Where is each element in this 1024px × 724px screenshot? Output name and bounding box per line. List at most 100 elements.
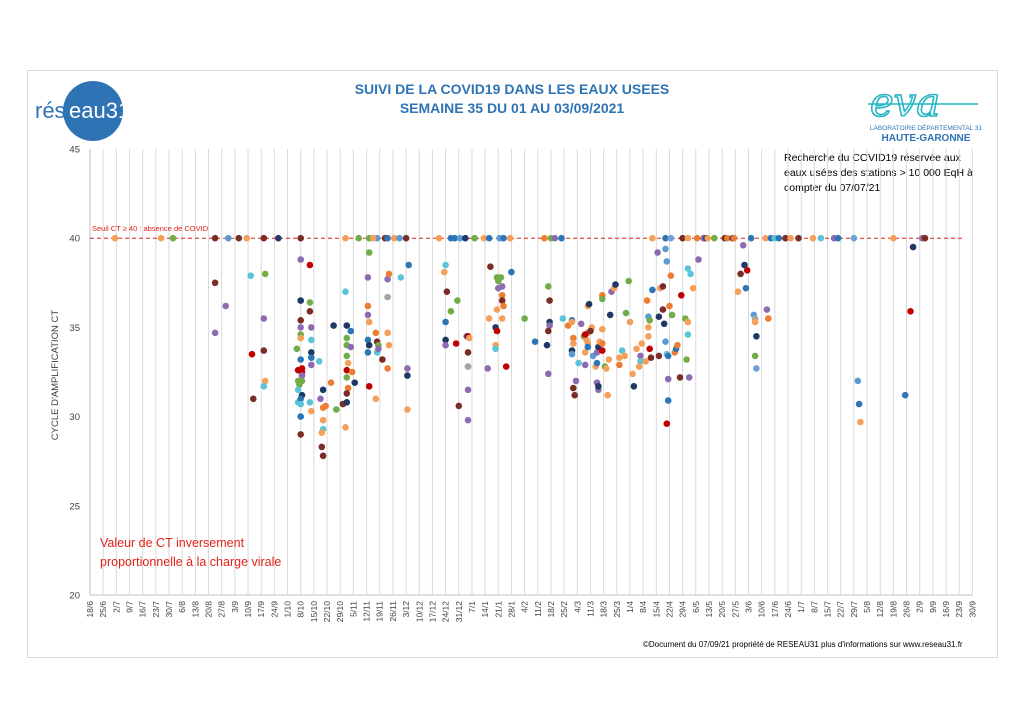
data-point bbox=[297, 234, 305, 242]
stations-note: Recherche du COVID19 réservée aux eaux u… bbox=[784, 152, 973, 194]
data-point bbox=[642, 358, 650, 365]
x-tick-label: 18/3 bbox=[599, 601, 609, 618]
y-tick-label: 35 bbox=[69, 323, 80, 334]
data-point bbox=[493, 327, 501, 335]
data-point bbox=[318, 443, 326, 451]
data-point bbox=[695, 256, 702, 263]
x-tick-label: 25/2 bbox=[559, 601, 569, 618]
data-point bbox=[638, 340, 646, 347]
data-point bbox=[684, 265, 692, 272]
data-point bbox=[364, 336, 372, 344]
data-point bbox=[626, 318, 634, 326]
data-point bbox=[765, 315, 772, 322]
data-point bbox=[630, 383, 638, 390]
data-point bbox=[306, 261, 314, 269]
x-tick-label: 11/3 bbox=[585, 601, 595, 617]
x-tick-label: 17/12 bbox=[427, 601, 437, 623]
data-point bbox=[599, 347, 606, 354]
data-point bbox=[364, 349, 372, 356]
reseau31-logo: rés eau31 bbox=[29, 80, 130, 147]
data-point bbox=[679, 234, 686, 242]
data-point bbox=[659, 283, 667, 290]
data-point bbox=[447, 308, 455, 315]
data-point bbox=[587, 327, 594, 335]
data-point bbox=[662, 245, 669, 253]
data-point bbox=[663, 420, 671, 428]
data-point bbox=[308, 349, 315, 356]
data-point bbox=[584, 343, 592, 351]
data-point bbox=[384, 275, 391, 283]
data-point bbox=[551, 234, 559, 242]
data-point bbox=[442, 336, 449, 344]
x-tick-label: 18/2 bbox=[546, 601, 556, 618]
data-point bbox=[375, 345, 382, 353]
data-point bbox=[775, 234, 783, 242]
data-point bbox=[625, 277, 632, 285]
data-point bbox=[743, 267, 751, 274]
data-point bbox=[570, 334, 577, 342]
data-point bbox=[704, 234, 711, 242]
data-point bbox=[344, 359, 352, 367]
x-tick-label: 26/8 bbox=[902, 601, 912, 618]
data-point bbox=[404, 372, 411, 379]
threshold-label: Seuil CT ≥ 40 : absence de COVID bbox=[92, 224, 209, 233]
data-point bbox=[599, 340, 606, 347]
x-tick-label: 28/1 bbox=[506, 601, 516, 618]
data-point bbox=[298, 377, 306, 385]
data-point bbox=[787, 234, 794, 242]
chart-title: SUIVI DE LA COVID19 DANS LES EAUX USEES bbox=[354, 81, 670, 97]
x-tick-label: 8/7 bbox=[809, 601, 819, 613]
data-point bbox=[442, 318, 449, 326]
data-point bbox=[452, 340, 460, 347]
x-tick-label: 9/9 bbox=[928, 601, 938, 613]
data-point bbox=[570, 384, 577, 392]
data-point bbox=[593, 349, 601, 356]
data-point bbox=[581, 361, 589, 369]
data-point bbox=[616, 361, 623, 369]
data-point bbox=[730, 234, 738, 242]
data-point bbox=[581, 349, 589, 356]
data-point bbox=[372, 329, 380, 337]
data-point bbox=[260, 234, 268, 242]
grid bbox=[89, 149, 973, 596]
data-point bbox=[487, 263, 494, 271]
data-point bbox=[662, 234, 669, 242]
x-tick-label: 1/10 bbox=[283, 601, 293, 618]
x-tick-label: 23/7 bbox=[151, 601, 161, 618]
data-point bbox=[629, 370, 636, 378]
x-tick-label: 8/10 bbox=[296, 601, 306, 618]
data-point bbox=[907, 308, 914, 315]
x-tick-label: 4/2 bbox=[520, 601, 530, 613]
x-axis: 18/6 25/6 2/7 9/7 16/7 23/7 30/7 6/8 13/8 20/8 27/… bbox=[85, 601, 977, 623]
data-point bbox=[343, 334, 351, 342]
y-tick-label: 30 bbox=[69, 412, 80, 423]
x-tick-label: 22/10 bbox=[322, 601, 332, 623]
data-point bbox=[250, 395, 257, 403]
data-point bbox=[247, 272, 254, 280]
x-tick-label: 22/7 bbox=[836, 601, 846, 618]
data-point bbox=[684, 234, 692, 242]
data-point bbox=[649, 234, 656, 242]
data-point bbox=[364, 274, 372, 281]
data-point bbox=[261, 270, 269, 278]
data-point bbox=[369, 234, 377, 242]
data-point bbox=[442, 261, 449, 269]
data-point bbox=[741, 261, 748, 269]
x-tick-label: 25/3 bbox=[612, 601, 622, 618]
data-point bbox=[593, 359, 601, 367]
data-point bbox=[901, 391, 909, 399]
svg-text:eva: eva bbox=[870, 84, 940, 126]
data-point bbox=[319, 386, 327, 394]
data-point bbox=[348, 368, 356, 376]
x-tick-label: 27/5 bbox=[730, 601, 740, 618]
x-tick-label: 12/11 bbox=[362, 601, 372, 622]
ct-explanation: Valeur de CT inversement proportionnelle… bbox=[100, 534, 281, 572]
data-point bbox=[308, 361, 315, 369]
data-point bbox=[857, 418, 864, 426]
data-point bbox=[211, 329, 219, 337]
data-point bbox=[297, 256, 305, 263]
data-point bbox=[575, 359, 582, 367]
data-point bbox=[508, 268, 515, 276]
x-tick-label: 25/6 bbox=[98, 601, 108, 618]
data-point bbox=[753, 333, 760, 340]
